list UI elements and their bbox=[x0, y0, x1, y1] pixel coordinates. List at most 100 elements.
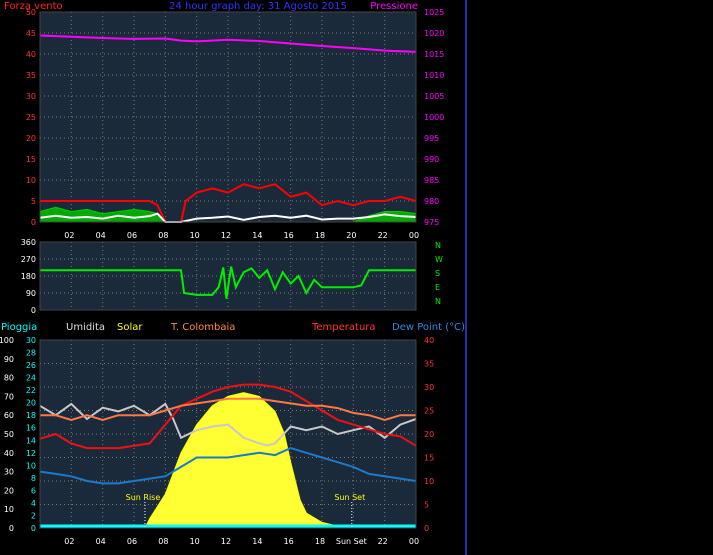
x-tick-label: 06 bbox=[127, 537, 137, 546]
rain-y-tick: 24 bbox=[26, 374, 36, 383]
direction-y-tick: 360 bbox=[21, 238, 36, 247]
percent-y-tick: 30 bbox=[4, 468, 14, 477]
t-colombaia-line bbox=[40, 397, 416, 421]
x-tick-label: 20 bbox=[346, 231, 356, 240]
legend-dew-point: Dew Point (°C) bbox=[392, 322, 465, 333]
percent-y-tick: 70 bbox=[4, 392, 14, 401]
legend-solar: Solar bbox=[117, 322, 143, 333]
x-tick-label: 08 bbox=[158, 231, 168, 240]
wind-y-tick: 15 bbox=[26, 155, 36, 164]
compass-label: N bbox=[435, 241, 441, 250]
temperature-y-tick: 35 bbox=[424, 360, 434, 369]
gust-line bbox=[40, 183, 417, 223]
pressure-y-tick: 980 bbox=[424, 197, 439, 206]
pressure-line bbox=[39, 34, 417, 53]
sun-set-label: Sun Set bbox=[334, 493, 365, 502]
plot-frame bbox=[39, 11, 417, 223]
rain-y-tick: 0 bbox=[31, 524, 36, 533]
x-tick-label: 12 bbox=[221, 231, 231, 240]
pressure-y-tick: 985 bbox=[424, 176, 439, 185]
pressure-y-tick: 975 bbox=[424, 218, 439, 227]
rain-y-tick: 20 bbox=[26, 399, 36, 408]
rain-y-tick: 2 bbox=[31, 511, 36, 520]
direction-y-tick: 180 bbox=[21, 272, 36, 281]
x-tick-label: 14 bbox=[252, 537, 262, 546]
wind-y-tick: 50 bbox=[26, 8, 36, 17]
pressure-y-tick: 1020 bbox=[424, 29, 444, 38]
compass-label: N bbox=[435, 297, 441, 306]
sun-rise-label: Sun Rise bbox=[126, 493, 161, 502]
x-tick-label: Sun Set bbox=[336, 537, 367, 546]
wind-y-tick: 5 bbox=[31, 197, 36, 206]
pressure-axis-label: Pressione bbox=[370, 1, 418, 12]
percent-y-tick: 90 bbox=[4, 355, 14, 364]
percent-y-tick: 0 bbox=[9, 524, 14, 533]
rain-y-tick: 26 bbox=[26, 361, 36, 370]
x-tick-label: 18 bbox=[315, 231, 325, 240]
pressure-y-tick: 1015 bbox=[424, 50, 444, 59]
wind-y-tick: 25 bbox=[26, 113, 36, 122]
wind-y-tick: 0 bbox=[31, 218, 36, 227]
rain-y-tick: 16 bbox=[26, 424, 36, 433]
rain-y-tick: 14 bbox=[26, 436, 36, 445]
pressure-y-tick: 1025 bbox=[424, 8, 444, 17]
wind-y-tick: 20 bbox=[26, 134, 36, 143]
rain-y-tick: 28 bbox=[26, 349, 36, 358]
x-tick-label: 22 bbox=[378, 537, 388, 546]
compass-label: S bbox=[435, 269, 440, 278]
x-tick-label: 04 bbox=[96, 537, 106, 546]
wind-y-tick: 30 bbox=[26, 92, 36, 101]
rain-y-tick: 8 bbox=[31, 474, 36, 483]
humidity-line bbox=[39, 402, 417, 447]
temperature-y-tick: 40 bbox=[424, 336, 434, 345]
direction-y-tick: 0 bbox=[31, 306, 36, 315]
x-tick-label: 12 bbox=[221, 537, 231, 546]
x-tick-label: 16 bbox=[284, 537, 294, 546]
x-tick-label: 02 bbox=[64, 231, 74, 240]
x-tick-label: 14 bbox=[252, 231, 262, 240]
wind-y-tick: 45 bbox=[26, 29, 36, 38]
temperature-line bbox=[39, 383, 417, 450]
x-tick-label: 04 bbox=[96, 231, 106, 240]
x-tick-label: 18 bbox=[315, 537, 325, 546]
wind-white-line bbox=[39, 212, 417, 223]
compass-label: E bbox=[435, 283, 440, 292]
dew-point-line bbox=[39, 447, 417, 485]
x-tick-label: 10 bbox=[190, 537, 200, 546]
percent-y-tick: 100 bbox=[0, 336, 14, 345]
legend-rain: Pioggia bbox=[1, 322, 37, 333]
pressure-y-tick: 1005 bbox=[424, 92, 444, 101]
percent-y-tick: 20 bbox=[4, 486, 14, 495]
temperature-y-tick: 0 bbox=[424, 524, 429, 533]
x-tick-label: 02 bbox=[64, 537, 74, 546]
rain-y-tick: 6 bbox=[31, 486, 36, 495]
wind-y-tick: 35 bbox=[26, 71, 36, 80]
rain-y-tick: 18 bbox=[26, 411, 36, 420]
wind-direction-line bbox=[40, 266, 416, 299]
percent-y-tick: 80 bbox=[4, 374, 14, 383]
temperature-y-tick: 5 bbox=[424, 501, 429, 510]
legend-t-colombaia: T. Colombaia bbox=[170, 322, 235, 333]
x-tick-label: 10 bbox=[190, 231, 200, 240]
percent-y-tick: 40 bbox=[4, 449, 14, 458]
rain-y-tick: 4 bbox=[31, 499, 36, 508]
direction-y-tick: 270 bbox=[21, 255, 36, 264]
compass-label: W bbox=[435, 255, 443, 264]
x-tick-label: 06 bbox=[127, 231, 137, 240]
x-tick-label: 16 bbox=[284, 231, 294, 240]
temperature-y-tick: 30 bbox=[424, 383, 434, 392]
legend-humidity: Umidita bbox=[66, 322, 105, 333]
wind-y-tick: 10 bbox=[26, 176, 36, 185]
direction-y-tick: 90 bbox=[26, 289, 36, 298]
x-tick-label: 08 bbox=[158, 537, 168, 546]
rain-y-tick: 10 bbox=[26, 461, 36, 470]
temperature-y-tick: 10 bbox=[424, 477, 434, 486]
pressure-y-tick: 990 bbox=[424, 155, 439, 164]
percent-y-tick: 60 bbox=[4, 411, 14, 420]
plot-frame bbox=[39, 241, 417, 311]
x-tick-label: 22 bbox=[378, 231, 388, 240]
temperature-y-tick: 20 bbox=[424, 430, 434, 439]
temperature-y-tick: 15 bbox=[424, 454, 434, 463]
